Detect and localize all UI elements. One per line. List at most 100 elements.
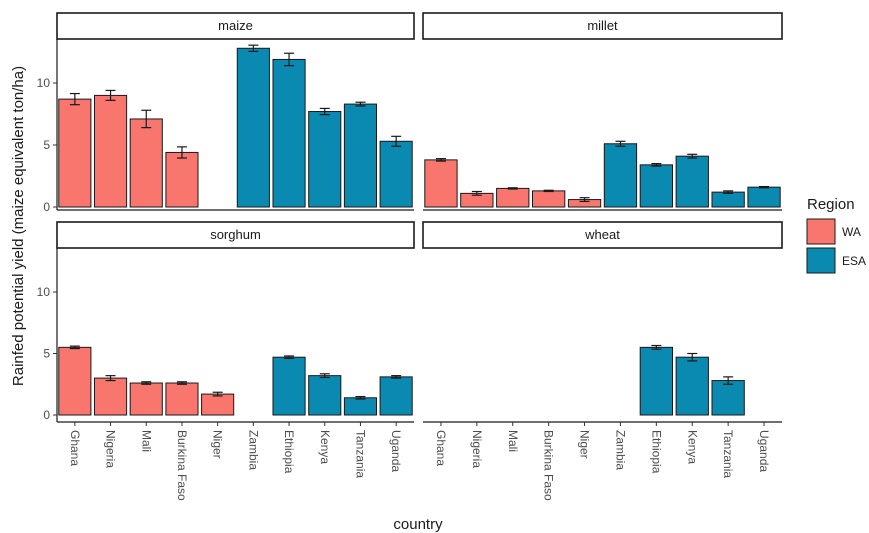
x-tick-label: Ethiopia [649, 430, 663, 474]
facet-strip-wheat [422, 221, 783, 249]
bar-maize-mali [129, 118, 163, 208]
error-bar-wheat-kenya [687, 352, 698, 362]
x-tick-label: Burkina Faso [542, 430, 556, 501]
facet-millet: millet [422, 12, 783, 211]
bar-sorghum-kenya [308, 375, 342, 416]
error-bar-sorghum-nigeria [105, 375, 116, 382]
error-bar-millet-ethiopia [651, 163, 662, 167]
y-tick-label: 5 [43, 138, 50, 152]
facet-strip-maize [56, 12, 415, 40]
error-bar-sorghum-ethiopia [284, 355, 295, 360]
error-bar-maize-tanzania [355, 101, 366, 107]
y-tick-label: 0 [43, 200, 50, 214]
bar-maize-ghana [58, 98, 92, 208]
x-tick-label: Kenya [318, 430, 332, 464]
y-tick-label: 10 [37, 76, 51, 90]
x-tick-label: Ghana [68, 430, 82, 466]
x-tick-label: Niger [578, 430, 592, 459]
error-bar-maize-uganda [391, 135, 402, 147]
legend-key-wa [806, 218, 836, 245]
error-bar-maize-burkina-faso [176, 146, 187, 159]
error-bar-maize-nigeria [105, 89, 116, 101]
bar-millet-zambia [603, 143, 638, 208]
bar-wheat-tanzania [711, 380, 745, 416]
bar-millet-ethiopia [639, 164, 674, 208]
y-tick-label: 5 [43, 347, 50, 361]
facet-strip-sorghum [56, 221, 415, 249]
error-bar-sorghum-niger [212, 391, 223, 397]
x-tick-label: Burkina Faso [175, 430, 189, 501]
facet-panels: maize millet sorghum wheat [56, 12, 783, 416]
facet-sorghum: sorghum [56, 221, 415, 416]
bar-maize-burkina-faso [165, 151, 199, 208]
error-bar-millet-kenya [687, 153, 698, 159]
bar-millet-kenya [675, 155, 709, 208]
bar-sorghum-uganda [379, 376, 413, 416]
legend: Region WA ESA [806, 196, 866, 274]
x-tick-label: Niger [211, 430, 225, 459]
error-bar-millet-mali [507, 187, 518, 190]
error-bar-sorghum-ghana [69, 345, 80, 350]
error-bar-maize-ethiopia [284, 52, 295, 67]
facet-label-sorghum: sorghum [210, 227, 261, 242]
error-bar-sorghum-burkina-faso [176, 381, 187, 385]
facet-label-wheat: wheat [584, 227, 620, 242]
x-axis-sorghum: Ghana Nigeria Mali Burkina Faso Niger Zambia E… [57, 421, 414, 501]
bar-wheat-kenya [675, 356, 709, 416]
bar-millet-tanzania [711, 191, 745, 208]
x-axis-wheat: Ghana Nigeria Mali Burkina Faso Niger Zambia E… [423, 421, 782, 501]
error-bar-millet-niger [579, 197, 590, 203]
x-tick-label: Zambia [246, 430, 260, 470]
error-bar-millet-nigeria [471, 190, 482, 196]
y-tick-label: 10 [37, 285, 51, 299]
bar-sorghum-tanzania [343, 397, 378, 416]
error-bar-millet-burkina-faso [543, 189, 554, 193]
error-bar-sorghum-kenya [319, 373, 330, 379]
bar-sorghum-niger [201, 393, 235, 416]
bar-sorghum-ethiopia [272, 356, 306, 416]
bar-sorghum-mali [129, 382, 163, 416]
bar-maize-ethiopia [272, 58, 306, 208]
bar-millet-mali [496, 187, 530, 208]
x-tick-label: Uganda [757, 430, 771, 472]
x-tick-label: Nigeria [104, 430, 118, 468]
facet-label-maize: maize [218, 18, 253, 33]
x-tick-label: Uganda [389, 430, 403, 472]
facet-maize: maize [56, 12, 415, 211]
bar-millet-ghana [424, 159, 458, 208]
error-bar-maize-zambia [248, 44, 259, 52]
bar-maize-zambia [236, 47, 270, 208]
error-bar-millet-ghana [435, 158, 446, 162]
legend-key-esa [806, 247, 836, 274]
facet-wheat: wheat [422, 221, 783, 416]
facet-strip-millet [422, 12, 783, 40]
bar-maize-uganda [379, 140, 413, 208]
error-bar-wheat-tanzania [723, 376, 734, 385]
x-tick-label: Tanzania [721, 430, 735, 478]
x-tick-label: Zambia [613, 430, 627, 470]
x-axis-title: country [393, 516, 443, 533]
legend-title: Region [807, 196, 855, 213]
y-axis-title: Rainfed potential yield (maize equivalen… [10, 66, 27, 386]
bar-sorghum-burkina-faso [165, 382, 199, 416]
bar-maize-tanzania [343, 103, 378, 208]
bar-wheat-ethiopia [639, 346, 674, 416]
bar-maize-nigeria [93, 94, 128, 208]
bar-sorghum-ghana [58, 346, 92, 416]
x-tick-label: Mali [139, 430, 153, 452]
legend-label-esa: ESA [842, 254, 866, 268]
error-bar-sorghum-mali [141, 381, 152, 385]
x-tick-label: Tanzania [353, 430, 367, 478]
error-bar-maize-kenya [319, 107, 330, 116]
bar-sorghum-nigeria [93, 377, 128, 416]
error-bar-sorghum-tanzania [355, 395, 366, 400]
y-axes: 0 5 10 0 5 10 [37, 39, 58, 422]
y-axis-sorghum: 0 5 10 [37, 248, 58, 422]
x-axes: Ghana Nigeria Mali Burkina Faso Niger Zambia E… [57, 421, 782, 501]
error-bar-maize-ghana [69, 92, 80, 106]
y-tick-label: 0 [43, 408, 50, 422]
bar-millet-burkina-faso [531, 190, 566, 208]
error-bar-millet-zambia [615, 140, 626, 147]
bar-millet-uganda [747, 186, 781, 208]
